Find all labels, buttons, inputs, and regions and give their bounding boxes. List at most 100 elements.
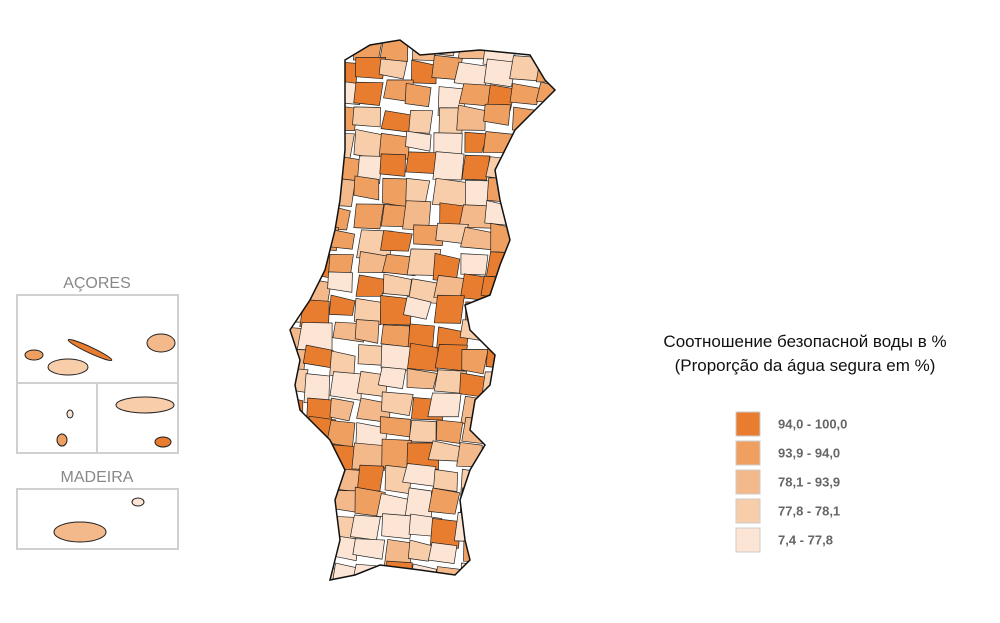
municipality (408, 109, 434, 134)
municipality (273, 583, 304, 605)
municipality (381, 513, 415, 540)
municipality (511, 421, 541, 444)
municipality (538, 441, 555, 473)
municipality (411, 59, 437, 85)
municipality (290, 253, 308, 279)
madeira-islands (53, 497, 145, 543)
municipality (385, 560, 413, 580)
municipality (506, 199, 540, 228)
municipality (405, 151, 438, 174)
legend-swatch (735, 411, 761, 437)
municipality (356, 464, 385, 492)
municipality (352, 106, 381, 128)
municipality (290, 367, 309, 393)
mainland-outline (289, 39, 557, 581)
legend-title: (Proporção da água segura em %) (675, 356, 936, 375)
municipality (539, 538, 555, 563)
municipality (405, 177, 431, 205)
municipality (509, 157, 543, 186)
islands (24, 333, 176, 448)
municipality (306, 61, 332, 91)
municipality (380, 324, 410, 348)
municipality (290, 106, 307, 136)
municipality (380, 230, 413, 252)
municipality (350, 563, 384, 580)
legend-swatch (735, 527, 761, 553)
municipality (487, 489, 518, 518)
municipality (483, 103, 511, 126)
municipality (353, 203, 385, 230)
municipality (537, 467, 555, 496)
municipality (329, 397, 355, 422)
municipality (290, 40, 304, 59)
municipality (487, 536, 517, 561)
island (146, 333, 176, 353)
municipality (290, 226, 314, 257)
island (24, 349, 44, 361)
island (115, 396, 175, 414)
municipality (534, 416, 555, 445)
municipality (304, 206, 336, 237)
municipality (433, 294, 465, 324)
municipality (460, 253, 489, 276)
municipality (301, 180, 327, 203)
legend-swatch (735, 440, 761, 466)
municipality (290, 276, 311, 306)
municipality (290, 415, 309, 438)
municipality (428, 542, 458, 565)
island (53, 521, 107, 543)
municipality (302, 587, 329, 616)
municipality (543, 152, 555, 182)
municipality (407, 539, 433, 562)
municipality (427, 440, 462, 462)
municipality (535, 107, 555, 133)
municipality (531, 558, 555, 580)
municipality (486, 514, 515, 539)
municipality (461, 417, 494, 446)
municipality (290, 538, 314, 561)
municipality (486, 177, 520, 204)
municipality (485, 156, 522, 181)
municipality (537, 392, 555, 416)
municipality (290, 205, 306, 233)
inset-frame (16, 488, 179, 550)
municipality (512, 517, 543, 545)
municipality (453, 61, 488, 88)
municipality (534, 517, 555, 546)
inset-label: MADEIRA (61, 469, 134, 486)
island (131, 497, 145, 507)
municipality (514, 486, 540, 514)
municipality (350, 590, 382, 611)
municipality (290, 132, 307, 161)
municipality (290, 494, 303, 524)
municipality (511, 368, 537, 398)
legend-label: 94,0 - 100,0 (778, 416, 847, 431)
municipality (533, 320, 555, 346)
municipality (460, 562, 491, 580)
municipality (304, 563, 338, 580)
municipality (304, 514, 336, 543)
municipality (532, 129, 555, 158)
municipality (537, 205, 555, 227)
municipality (509, 249, 534, 276)
island (47, 358, 89, 376)
municipality (353, 128, 383, 159)
municipality (489, 464, 521, 491)
municipality (353, 175, 380, 201)
municipality (403, 296, 432, 320)
municipality (353, 297, 382, 326)
municipality (483, 562, 519, 580)
legend: 94,0 - 100,0 93,9 - 94,0 78,1 - 93,9 77,8 -… (735, 411, 847, 553)
municipalities (273, 40, 555, 616)
municipality (432, 151, 465, 181)
municipality (356, 155, 383, 185)
municipality (379, 416, 411, 438)
island (67, 338, 113, 362)
municipality (513, 298, 546, 323)
municipality (355, 274, 387, 297)
municipality (290, 462, 309, 492)
municipality (510, 132, 544, 163)
municipality (511, 322, 542, 348)
municipality (509, 83, 541, 106)
municipality (461, 154, 491, 181)
